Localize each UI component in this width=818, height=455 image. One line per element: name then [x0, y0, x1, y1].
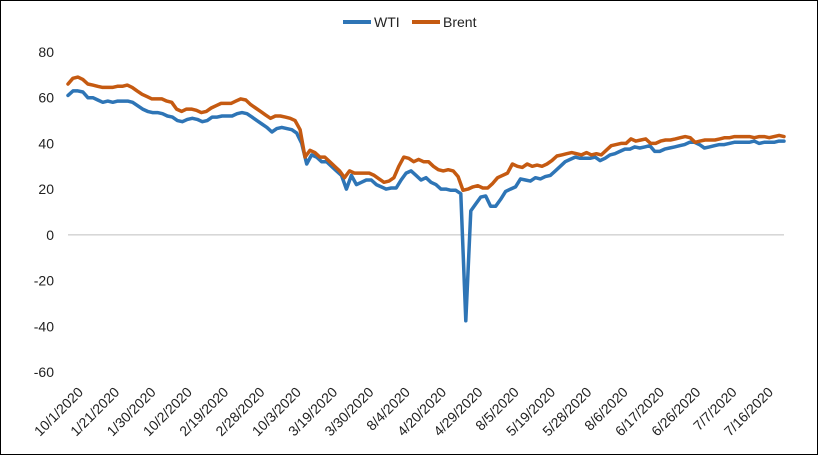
- y-tick-label: 40: [38, 135, 54, 151]
- y-tick-label: 60: [38, 90, 54, 106]
- y-tick-label: -60: [34, 364, 54, 380]
- y-axis: 80 60 40 20 0 -20 -40 -60: [34, 44, 54, 380]
- legend-label-brent: Brent: [443, 14, 477, 30]
- y-tick-label: -40: [34, 318, 54, 334]
- y-tick-label: 20: [38, 181, 54, 197]
- legend-label-wti: WTI: [374, 14, 400, 30]
- y-tick-label: 80: [38, 44, 54, 60]
- x-axis: 10/1/20201/21/20201/30/202010/2/20202/19…: [31, 384, 777, 440]
- y-tick-label: -20: [34, 273, 54, 289]
- series-line-brent: [66, 75, 786, 193]
- series-line-wti: [66, 89, 786, 323]
- y-tick-label: 0: [46, 227, 54, 243]
- series-layer: [66, 75, 786, 323]
- legend: WTI Brent: [343, 14, 477, 30]
